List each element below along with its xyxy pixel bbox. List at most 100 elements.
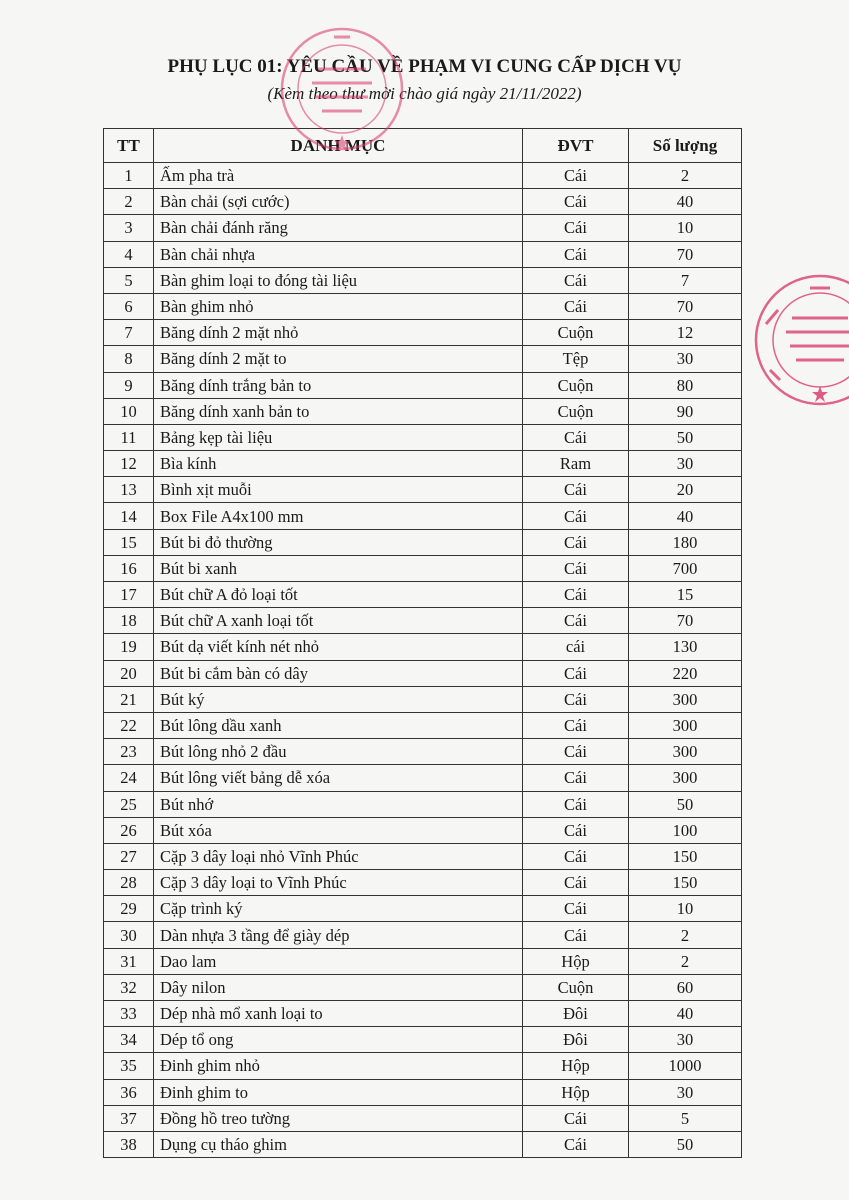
quantity: 300 <box>628 738 742 766</box>
unit: Cuộn <box>522 973 629 1002</box>
unit: Cái <box>522 161 629 190</box>
item-name: Bút bi đỏ thường <box>153 528 523 556</box>
unit: Cái <box>522 188 629 216</box>
row-number: 9 <box>103 371 154 399</box>
row-number: 28 <box>103 869 154 897</box>
item-name: Băng dính 2 mặt to <box>153 345 523 373</box>
unit: Cái <box>522 214 629 242</box>
item-name: Dụng cụ tháo ghim <box>153 1130 523 1159</box>
unit: Đôi <box>522 999 629 1028</box>
document-subtitle: (Kèm theo thư mời chào giá ngày 21/11/20… <box>267 84 582 103</box>
table-row: 17 Bút chữ A đỏ loại tốt Cái 15 <box>103 580 742 609</box>
quantity: 300 <box>628 711 742 740</box>
table-row: 3 Bàn chải đánh răng Cái 10 <box>103 214 742 242</box>
quantity: 10 <box>628 214 742 242</box>
item-name: Đồng hồ treo tường <box>153 1104 523 1132</box>
item-name: Bút nhớ <box>153 790 523 818</box>
table-row: 36 Đinh ghim to Hộp 30 <box>103 1078 742 1106</box>
item-name: Bút lông viết bảng dễ xóa <box>153 764 523 792</box>
item-name: Bút bi cắm bàn có dây <box>153 659 523 687</box>
quantity: 1000 <box>628 1052 742 1080</box>
table-row: 26 Bút xóa Cái 100 <box>103 816 742 844</box>
row-number: 30 <box>103 921 154 949</box>
row-number: 26 <box>103 816 154 844</box>
unit: Ram <box>522 450 629 478</box>
quantity: 40 <box>628 188 742 216</box>
row-number: 24 <box>103 764 154 792</box>
header-danh-muc: DANH MỤC <box>153 128 523 163</box>
table-row: 38 Dụng cụ tháo ghim Cái 50 <box>103 1130 742 1159</box>
unit: Cái <box>522 240 629 268</box>
document-title: PHỤ LỤC 01: YÊU CẦU VỀ PHẠM VI CUNG CẤP … <box>167 56 682 77</box>
unit: Cái <box>522 711 629 740</box>
row-number: 31 <box>103 947 154 975</box>
item-name: Bút chữ A đỏ loại tốt <box>153 580 523 609</box>
row-number: 25 <box>103 790 154 818</box>
table-row: 24 Bút lông viết bảng dễ xóa Cái 300 <box>103 764 742 792</box>
unit: Cái <box>522 895 629 923</box>
unit: Cái <box>522 607 629 635</box>
quantity: 20 <box>628 476 742 504</box>
unit: Cái <box>522 1104 629 1132</box>
row-number: 2 <box>103 188 154 216</box>
table-row: 8 Băng dính 2 mặt to Tệp 30 <box>103 345 742 373</box>
item-name: Băng dính trắng bản to <box>153 371 523 399</box>
quantity: 70 <box>628 607 742 635</box>
unit: Cái <box>522 580 629 609</box>
item-name: Bảng kẹp tài liệu <box>153 423 523 452</box>
item-name: Băng dính xanh bản to <box>153 397 523 425</box>
row-number: 13 <box>103 476 154 504</box>
item-name: Dép tổ ong <box>153 1026 523 1054</box>
quantity: 100 <box>628 816 742 844</box>
unit: Cái <box>522 816 629 844</box>
table-row: 5 Bàn ghim loại to đóng tài liệu Cái 7 <box>103 266 742 294</box>
unit: Cái <box>522 790 629 818</box>
item-name: Bàn ghim nhỏ <box>153 292 523 321</box>
unit: Cái <box>522 266 629 294</box>
item-name: Bút lông dầu xanh <box>153 711 523 740</box>
item-name: Bút chữ A xanh loại tốt <box>153 607 523 635</box>
quantity: 30 <box>628 450 742 478</box>
quantity: 180 <box>628 528 742 556</box>
quantity: 12 <box>628 319 742 347</box>
table-row: 28 Cặp 3 dây loại to Vĩnh Phúc Cái 150 <box>103 869 742 897</box>
quantity: 700 <box>628 554 742 583</box>
unit: Đôi <box>522 1026 629 1054</box>
item-name: Băng dính 2 mặt nhỏ <box>153 319 523 347</box>
unit: Cái <box>522 476 629 504</box>
item-name: Ấm pha trà <box>153 161 523 190</box>
table-row: 6 Bàn ghim nhỏ Cái 70 <box>103 292 742 321</box>
table-row: 25 Bút nhớ Cái 50 <box>103 790 742 818</box>
table-row: 27 Cặp 3 dây loại nhỏ Vĩnh Phúc Cái 150 <box>103 842 742 871</box>
row-number: 14 <box>103 502 154 530</box>
table-row: 30 Dàn nhựa 3 tầng để giày dép Cái 2 <box>103 921 742 949</box>
row-number: 16 <box>103 554 154 583</box>
table-row: 15 Bút bi đỏ thường Cái 180 <box>103 528 742 556</box>
item-name: Bàn ghim loại to đóng tài liệu <box>153 266 523 294</box>
unit: Cái <box>522 685 629 713</box>
item-name: Bìa kính <box>153 450 523 478</box>
row-number: 19 <box>103 633 154 661</box>
quantity: 2 <box>628 161 742 190</box>
row-number: 10 <box>103 397 154 425</box>
unit: Cái <box>522 738 629 766</box>
row-number: 1 <box>103 161 154 190</box>
table-row: 13 Bình xịt muỗi Cái 20 <box>103 476 742 504</box>
table-row: 10 Băng dính xanh bản to Cuộn 90 <box>103 397 742 425</box>
quantity: 10 <box>628 895 742 923</box>
item-name: Cặp trình ký <box>153 895 523 923</box>
item-name: Bút ký <box>153 685 523 713</box>
item-name: Đinh ghim nhỏ <box>153 1052 523 1080</box>
quantity: 60 <box>628 973 742 1002</box>
unit: Cái <box>522 659 629 687</box>
unit: Cái <box>522 1130 629 1159</box>
unit: Hộp <box>522 947 629 975</box>
unit: Cái <box>522 423 629 452</box>
item-name: Bút dạ viết kính nét nhỏ <box>153 633 523 661</box>
table-row: 21 Bút ký Cái 300 <box>103 685 742 713</box>
row-number: 21 <box>103 685 154 713</box>
table-row: 29 Cặp trình ký Cái 10 <box>103 895 742 923</box>
item-name: Bút lông nhỏ 2 đầu <box>153 738 523 766</box>
quantity: 80 <box>628 371 742 399</box>
row-number: 34 <box>103 1026 154 1054</box>
